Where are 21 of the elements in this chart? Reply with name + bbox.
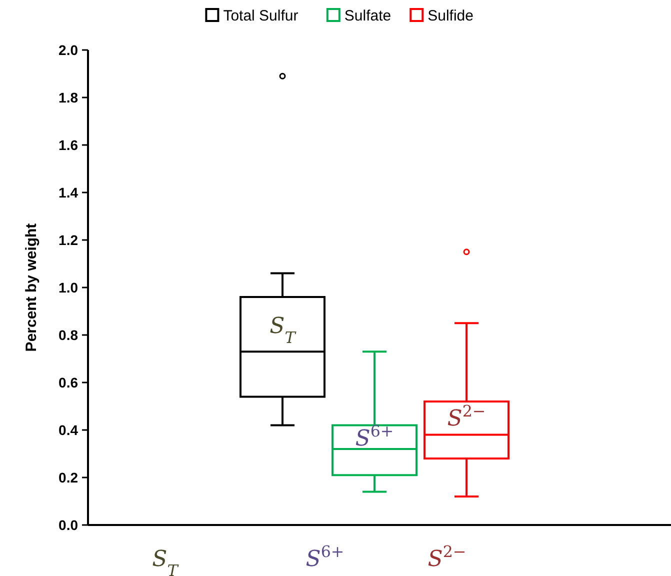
text: S$_{T}$ [152, 547, 180, 576]
y-axis-title: Percent by weight [23, 223, 40, 352]
y-tick-label: 1.6 [58, 136, 78, 153]
y-tick-label: 1.4 [58, 184, 78, 200]
legend-label: Sulfide [428, 7, 474, 24]
y-tick-label: 0.4 [58, 422, 78, 438]
legend-label: Total Sulfur [223, 7, 298, 24]
annotation: S$_{T}$ [270, 314, 297, 346]
y-tick-label: 0.2 [58, 469, 78, 486]
annotation: S$^{6+}$ [355, 420, 394, 452]
legend-label: Sulfate [344, 7, 392, 24]
y-tick-label: 0.8 [58, 326, 78, 343]
y-tick-label: 2.0 [58, 42, 78, 58]
annotation: S$^{2−}$ [447, 401, 486, 432]
y-tick-label: 0.6 [58, 374, 78, 390]
y-tick-label: 1.8 [58, 89, 78, 106]
text: S$^{6+}$ [306, 542, 344, 572]
text: S$^{2−}$ [428, 542, 466, 572]
y-tick-label: 1.2 [58, 232, 78, 248]
y-tick-label: 1.0 [58, 279, 78, 296]
y-tick-label: 0.0 [58, 516, 78, 533]
